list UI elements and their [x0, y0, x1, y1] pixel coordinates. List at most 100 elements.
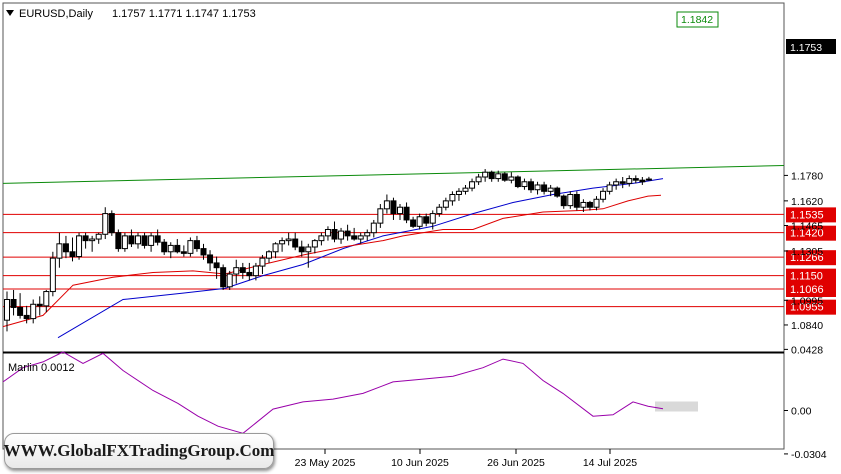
candle	[403, 202, 410, 224]
candle	[324, 226, 331, 241]
y-tick-label: 1.1780	[791, 170, 823, 182]
level-label-box	[786, 207, 836, 223]
level-label-box	[786, 225, 836, 241]
candle	[102, 207, 109, 240]
candle	[344, 224, 351, 241]
candle	[30, 299, 37, 324]
oscillator-forecast-zone	[655, 401, 698, 412]
x-tick-label: 26 Jun 2025	[487, 457, 545, 469]
candle	[95, 232, 102, 244]
candle	[351, 227, 358, 241]
candle	[180, 245, 187, 257]
candle	[141, 232, 148, 249]
candle	[148, 232, 155, 252]
y-tick-label: 1.1620	[791, 196, 823, 208]
candle	[233, 259, 240, 284]
level-label: 1.1535	[790, 209, 824, 221]
candle	[370, 219, 377, 238]
x-tick-label: 23 May 2025	[295, 457, 356, 469]
level-label: 1.0955	[790, 302, 824, 314]
level-label: 1.1266	[790, 252, 824, 264]
candle	[541, 181, 548, 195]
header-ohlc: 1.1757 1.1771 1.1747 1.1753	[112, 8, 256, 20]
level-label: 1.1150	[790, 271, 823, 283]
candle	[298, 240, 305, 257]
candle	[4, 291, 10, 332]
candle	[423, 213, 430, 227]
candle	[213, 256, 220, 279]
candle	[220, 264, 227, 290]
candle	[259, 254, 266, 275]
osc-y-tick-label: -0.0304	[791, 449, 827, 461]
level-label-box	[786, 268, 836, 284]
candle	[76, 232, 83, 260]
candle	[482, 169, 489, 182]
oscillator-line	[2, 351, 664, 434]
candle	[17, 293, 24, 319]
candle	[154, 229, 161, 246]
moving-average-blue	[57, 178, 664, 339]
candle	[613, 178, 620, 190]
candle	[626, 175, 633, 187]
candle	[416, 213, 423, 230]
candle	[645, 176, 652, 181]
header-symbol: EURUSD,Daily	[19, 8, 93, 20]
candle	[528, 178, 534, 193]
y-tick-label: 1.0995	[791, 295, 823, 307]
candle	[56, 232, 63, 268]
candle	[252, 262, 259, 281]
candle	[62, 235, 69, 259]
candle	[410, 216, 417, 228]
candle	[521, 178, 528, 190]
candle	[455, 188, 462, 201]
candle	[383, 194, 390, 214]
candle	[508, 172, 515, 184]
candle	[292, 232, 299, 251]
candle	[272, 242, 279, 259]
candle	[161, 239, 168, 255]
candle	[554, 186, 561, 198]
candle	[10, 289, 17, 316]
candle	[429, 210, 436, 230]
candle	[167, 242, 174, 259]
candle	[89, 235, 96, 252]
y-tick-label: 1.1305	[791, 246, 823, 258]
candle	[135, 232, 141, 249]
candle	[266, 250, 272, 263]
candle	[69, 237, 76, 262]
trendline-label-box	[676, 11, 719, 28]
candle	[469, 178, 476, 192]
candle	[639, 176, 646, 185]
candle	[560, 194, 567, 209]
candle	[174, 239, 181, 254]
level-label-box	[786, 282, 836, 298]
candle	[475, 173, 482, 185]
candle	[606, 181, 613, 195]
candle	[397, 204, 403, 220]
candle	[207, 250, 214, 271]
osc-y-tick-label: 0.00	[791, 406, 812, 418]
x-tick-label: 10 Jun 2025	[391, 457, 449, 469]
candle	[338, 227, 345, 244]
candle	[246, 262, 253, 281]
candle	[573, 191, 580, 211]
candle	[36, 296, 43, 316]
candle	[305, 243, 312, 268]
candle	[108, 210, 115, 236]
current-price-box	[786, 39, 836, 54]
candle	[82, 232, 89, 249]
candle	[580, 199, 587, 212]
candle	[377, 204, 384, 228]
level-label-box	[786, 250, 836, 266]
trendline	[2, 165, 785, 184]
dropdown-triangle-icon[interactable]	[6, 10, 14, 16]
candle	[200, 243, 207, 260]
candle	[619, 176, 626, 189]
osc-y-tick-label: 0.0428	[791, 344, 823, 356]
candle	[567, 191, 574, 209]
current-price-label: 1.1753	[790, 42, 822, 54]
watermark-logo: WWW.GlobalFXTradingGroup.Com	[4, 433, 274, 469]
candle	[357, 232, 364, 244]
candle	[279, 237, 286, 252]
candle	[586, 200, 593, 211]
